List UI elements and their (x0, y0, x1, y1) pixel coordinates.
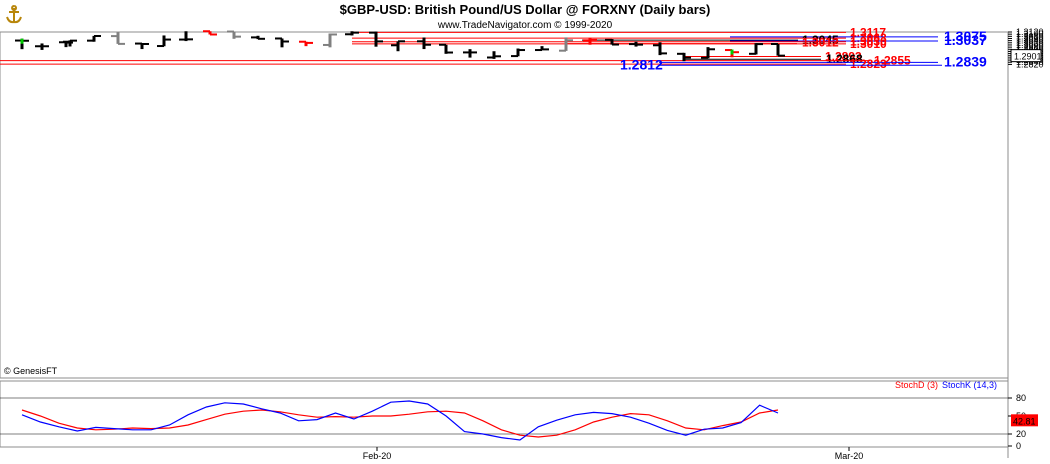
price-tick-label: 1.3040 (1016, 36, 1044, 46)
level-label: 1.3075 (944, 28, 987, 44)
last-price-label: 1.2901 (1014, 52, 1042, 62)
stochastic-lines: 42.81 (21, 400, 1038, 441)
stochk-line (21, 400, 779, 441)
price-axis: 1.31201.31001.30801.30601.30401.30201.30… (1008, 27, 1044, 69)
price-tick-label: 1.2840 (1016, 57, 1044, 67)
x-tick-mar: Mar-20 (835, 451, 864, 461)
last-price-marker: 1.2901 (1010, 49, 1042, 63)
stochastic-panel (0, 380, 1009, 448)
level-label: 1.2855 (874, 54, 911, 68)
level-label: 1.2823 (850, 57, 887, 71)
stoch-last-label: 42.81 (1013, 416, 1036, 426)
level-label: 1.3012 (802, 36, 839, 50)
level-label: 1.3037 (944, 32, 987, 48)
legend-stochd: StochD (3) (895, 380, 938, 390)
last-price-box (1010, 49, 1042, 63)
level-label: 1.3063 (850, 31, 887, 45)
price-tick-label: 1.3080 (1016, 31, 1044, 41)
level-label: 1.3010 (850, 37, 887, 51)
chart-subtitle: www.TradeNavigator.com © 1999-2020 (437, 20, 613, 31)
level-label: 1.2893 (825, 50, 862, 64)
price-tick-label: 1.3100 (1016, 29, 1044, 39)
stoch-last-box (1011, 414, 1038, 427)
chart-title: $GBP-USD: British Pound/US Dollar @ FORX… (340, 2, 711, 17)
price-tick-label: 1.2980 (1016, 42, 1044, 52)
credit-label: © GenesisFT (4, 366, 58, 376)
price-tick-label: 1.3000 (1016, 40, 1044, 50)
stoch-tick-label: 20 (1016, 429, 1026, 439)
x-tick-feb: Feb-20 (363, 451, 392, 461)
level-label: 1.3117 (850, 25, 886, 39)
price-panel (0, 31, 1009, 379)
price-tick-label: 1.3120 (1016, 27, 1044, 37)
price-tick-label: 1.2820 (1016, 59, 1044, 69)
anchor-logo-icon (3, 3, 25, 25)
stochd-line (21, 409, 779, 438)
level-label: 1.2839 (944, 53, 987, 69)
legend-stochk: StochK (14,3) (942, 380, 997, 390)
level-label: 1.2812 (620, 56, 663, 72)
stoch-tick-label: 0 (1016, 441, 1021, 451)
ohlc-bars (15, 30, 785, 62)
stoch-tick-label: 80 (1016, 393, 1026, 403)
level-label: 1.3030 (850, 35, 887, 49)
stochastic-axis: 8050200 (0, 393, 1026, 451)
price-tick-label: 1.3020 (1016, 38, 1044, 48)
price-tick-label: 1.3060 (1016, 33, 1044, 43)
